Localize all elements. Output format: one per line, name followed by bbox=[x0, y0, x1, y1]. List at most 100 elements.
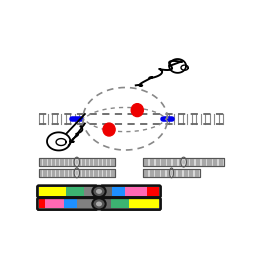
Bar bbox=[144, 169, 148, 177]
Bar bbox=[155, 169, 160, 177]
Bar bbox=[43, 158, 47, 166]
Ellipse shape bbox=[170, 168, 173, 178]
Bar bbox=[39, 169, 42, 177]
Bar bbox=[64, 158, 68, 166]
Bar bbox=[161, 158, 166, 166]
FancyBboxPatch shape bbox=[101, 198, 161, 210]
Bar bbox=[184, 158, 189, 166]
Bar bbox=[178, 169, 182, 177]
Bar bbox=[56, 158, 59, 166]
Ellipse shape bbox=[74, 168, 80, 178]
Bar bbox=[99, 158, 102, 166]
Bar bbox=[73, 158, 76, 166]
Bar bbox=[64, 169, 68, 177]
Bar bbox=[99, 169, 102, 177]
Bar bbox=[94, 158, 98, 166]
Bar bbox=[38, 187, 66, 196]
Ellipse shape bbox=[75, 171, 78, 175]
Bar bbox=[195, 169, 199, 177]
Bar bbox=[48, 158, 51, 166]
Ellipse shape bbox=[181, 157, 186, 167]
Circle shape bbox=[103, 123, 115, 136]
Bar bbox=[213, 158, 217, 166]
Bar bbox=[143, 169, 200, 177]
Bar bbox=[102, 187, 112, 196]
Bar bbox=[60, 158, 63, 166]
Bar bbox=[219, 158, 223, 166]
Bar bbox=[167, 158, 171, 166]
Bar bbox=[90, 169, 93, 177]
Bar bbox=[155, 158, 160, 166]
Bar bbox=[125, 187, 147, 196]
Ellipse shape bbox=[96, 189, 102, 194]
Bar bbox=[86, 169, 89, 177]
Bar bbox=[52, 158, 55, 166]
Bar bbox=[150, 169, 154, 177]
Bar bbox=[103, 169, 106, 177]
Bar bbox=[111, 158, 115, 166]
Bar bbox=[38, 158, 115, 166]
Bar bbox=[167, 169, 171, 177]
Bar bbox=[38, 199, 45, 208]
Bar bbox=[147, 187, 159, 196]
Bar bbox=[173, 158, 177, 166]
Bar bbox=[207, 158, 212, 166]
FancyBboxPatch shape bbox=[37, 186, 97, 197]
Bar bbox=[38, 169, 115, 177]
Bar bbox=[150, 158, 154, 166]
Bar bbox=[129, 199, 159, 208]
Bar bbox=[90, 158, 93, 166]
Bar bbox=[196, 158, 200, 166]
FancyBboxPatch shape bbox=[37, 198, 97, 210]
Bar bbox=[38, 169, 115, 177]
Bar bbox=[52, 169, 55, 177]
Ellipse shape bbox=[75, 160, 78, 164]
Bar bbox=[77, 169, 81, 177]
Bar bbox=[190, 158, 194, 166]
Bar bbox=[86, 158, 89, 166]
Bar bbox=[102, 199, 111, 208]
Bar bbox=[43, 169, 47, 177]
Bar bbox=[112, 187, 125, 196]
Bar bbox=[161, 169, 165, 177]
FancyBboxPatch shape bbox=[101, 186, 161, 197]
Bar bbox=[144, 158, 148, 166]
Bar bbox=[111, 199, 129, 208]
Bar bbox=[111, 169, 115, 177]
Bar bbox=[143, 158, 224, 166]
Bar bbox=[94, 169, 98, 177]
Ellipse shape bbox=[92, 186, 106, 197]
Bar bbox=[77, 199, 96, 208]
Ellipse shape bbox=[74, 157, 80, 167]
Bar bbox=[46, 199, 64, 208]
Bar bbox=[107, 158, 110, 166]
Bar bbox=[107, 169, 110, 177]
Bar bbox=[82, 158, 85, 166]
Ellipse shape bbox=[182, 160, 185, 164]
Bar bbox=[184, 169, 188, 177]
Bar bbox=[202, 158, 206, 166]
Bar bbox=[143, 169, 200, 177]
Ellipse shape bbox=[92, 198, 106, 210]
Bar bbox=[56, 169, 59, 177]
Bar bbox=[64, 199, 77, 208]
Ellipse shape bbox=[96, 201, 102, 206]
Bar bbox=[48, 169, 51, 177]
Bar bbox=[69, 158, 72, 166]
Bar bbox=[172, 169, 177, 177]
Bar bbox=[103, 158, 106, 166]
Bar bbox=[84, 187, 96, 196]
Bar bbox=[77, 158, 81, 166]
Bar bbox=[39, 158, 42, 166]
Bar bbox=[189, 169, 193, 177]
Bar bbox=[60, 169, 63, 177]
Bar bbox=[38, 158, 115, 166]
Bar bbox=[82, 169, 85, 177]
Circle shape bbox=[131, 104, 143, 116]
Bar bbox=[66, 187, 84, 196]
Bar bbox=[143, 158, 224, 166]
Bar bbox=[73, 169, 76, 177]
Ellipse shape bbox=[171, 171, 173, 175]
Bar bbox=[179, 158, 183, 166]
Bar bbox=[69, 169, 72, 177]
